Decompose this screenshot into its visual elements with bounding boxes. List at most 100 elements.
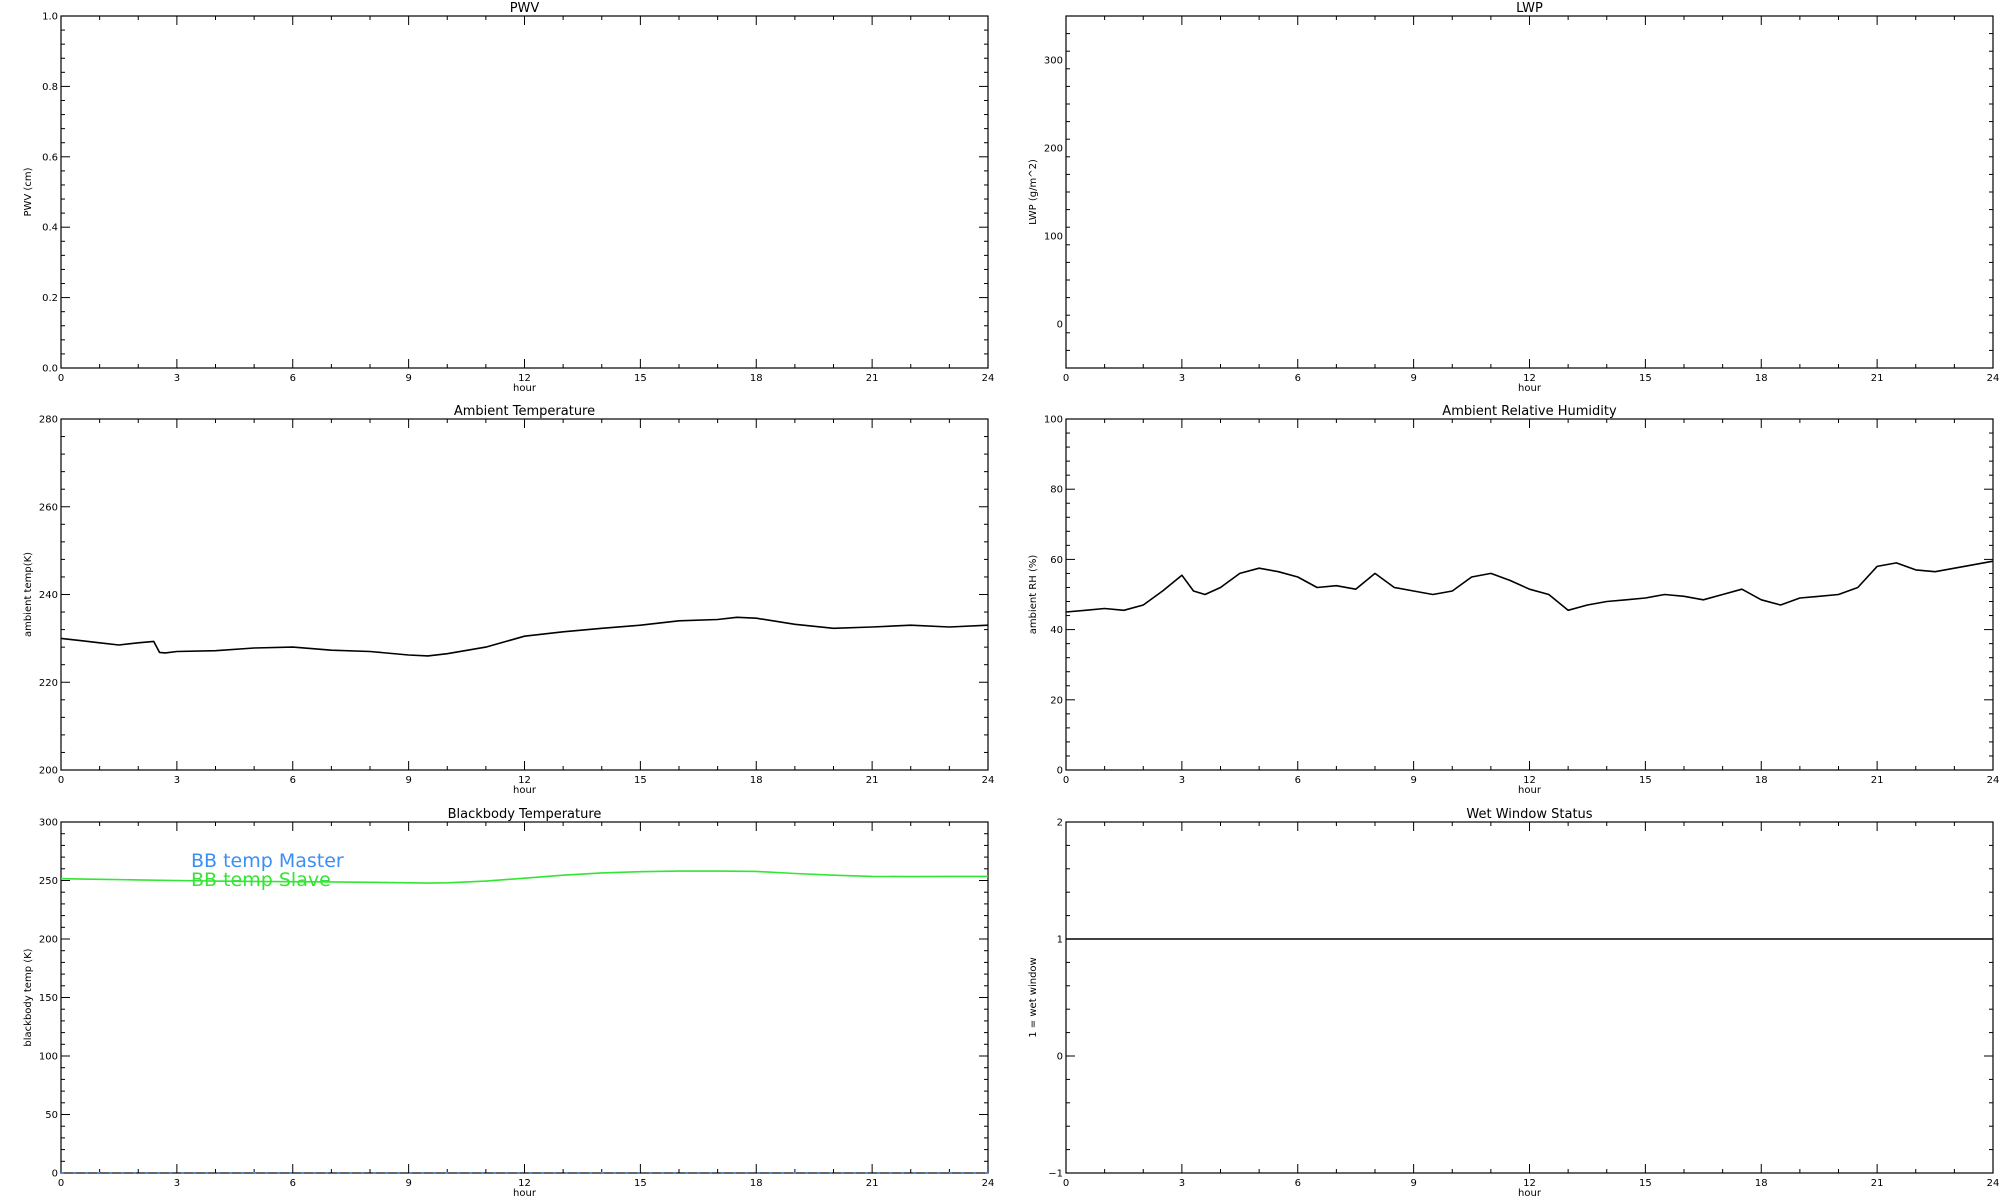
blackbody-temp-legend-entry: BB temp Slave [191, 869, 331, 891]
blackbody-temp-legend-entry: BB temp Master [191, 850, 344, 872]
blackbody-temp-x-tick-label: 0 [58, 1178, 64, 1189]
ambient-rh-x-tick-label: 21 [1871, 775, 1884, 786]
ambient-temp-x-tick-label: 6 [290, 775, 296, 786]
ambient-rh-x-tick-label: 18 [1755, 775, 1768, 786]
blackbody-temp-x-tick-label: 9 [405, 1178, 411, 1189]
ambient-temp-x-axis: 0 3 6 9 12 15 18 21 24 [58, 419, 995, 786]
pwv-x-tick-label: 18 [750, 373, 763, 384]
lwp-y-tick-label: 100 [1044, 232, 1063, 243]
lwp-x-tick-label: 12 [1523, 373, 1536, 384]
lwp-x-axis-label: hour [1518, 383, 1542, 394]
lwp-plot-frame [1065, 15, 1994, 369]
blackbody-temp-series-line-1 [60, 870, 988, 884]
ambient-rh-y-tick-label: 80 [1050, 485, 1063, 496]
ambient-rh-x-tick-label: 24 [1987, 775, 2000, 786]
ambient-temp-y-tick-label: 260 [39, 502, 58, 513]
ambient-temp-y-tick-label: 280 [39, 415, 58, 426]
lwp-x-tick-label: 9 [1410, 373, 1416, 384]
ambient-rh-x-tick-label: 15 [1639, 775, 1652, 786]
wet-window-x-tick-label: 15 [1639, 1178, 1652, 1189]
lwp-x-tick-label: 15 [1639, 373, 1652, 384]
wet-window-plot-frame [1065, 821, 1994, 1174]
pwv-y-tick-label: 0.0 [42, 364, 58, 375]
blackbody-temp-y-tick-label: 150 [39, 993, 58, 1004]
blackbody-temp-y-tick-label: 250 [39, 876, 58, 887]
pwv-y-tick-label: 0.8 [42, 82, 58, 93]
blackbody-temp-x-tick-label: 24 [982, 1178, 995, 1189]
wet-window-x-tick-label: 9 [1410, 1178, 1416, 1189]
pwv-x-tick-label: 24 [982, 373, 995, 384]
lwp-x-tick-label: 6 [1295, 373, 1301, 384]
blackbody-temp-x-tick-label: 6 [290, 1178, 296, 1189]
wet-window-y-axis: −1 0 1 2 [1048, 818, 1993, 1180]
wet-window-x-tick-label: 21 [1871, 1178, 1884, 1189]
ambient-rh-x-tick-label: 12 [1523, 775, 1536, 786]
wet-window-x-axis-label: hour [1518, 1188, 1542, 1199]
ambient-temp-x-tick-label: 12 [518, 775, 531, 786]
pwv-x-tick-label: 3 [174, 373, 180, 384]
blackbody-temp-title: Blackbody Temperature [448, 807, 602, 822]
wet-window-title: Wet Window Status [1466, 807, 1592, 822]
lwp-y-tick-label: 200 [1044, 144, 1063, 155]
ambient-rh-y-axis: 0 20 40 60 80 100 [1044, 415, 1993, 777]
pwv-panel: PWV 0 3 6 9 12 15 18 21 24 hour 0.0 0.2 0.4 0.6 0.8 1.0 P… [23, 1, 994, 394]
pwv-x-tick-label: 12 [518, 373, 531, 384]
wet-window-y-tick-label: 1 [1057, 935, 1063, 946]
pwv-y-tick-label: 0.2 [42, 293, 58, 304]
ambient-temp-x-tick-label: 0 [58, 775, 64, 786]
blackbody-temp-x-tick-label: 18 [750, 1178, 763, 1189]
ambient-temp-y-axis: 200 220 240 260 280 [39, 415, 988, 777]
pwv-y-tick-label: 1.0 [42, 12, 58, 23]
pwv-x-axis-label: hour [513, 383, 537, 394]
ambient-rh-y-tick-label: 60 [1050, 555, 1063, 566]
ambient-temp-y-tick-label: 200 [39, 766, 58, 777]
blackbody-temp-y-tick-label: 200 [39, 935, 58, 946]
ambient-temp-y-tick-label: 220 [39, 678, 58, 689]
ambient-rh-x-tick-label: 0 [1063, 775, 1069, 786]
ambient-temp-series-line-0 [60, 616, 989, 657]
wet-window-y-tick-label: 0 [1057, 1052, 1063, 1063]
blackbody-temp-x-tick-label: 21 [866, 1178, 879, 1189]
ambient-rh-y-tick-label: 0 [1057, 766, 1063, 777]
lwp-title: LWP [1516, 1, 1543, 16]
ambient-temp-x-tick-label: 24 [982, 775, 995, 786]
wet-window-x-tick-label: 3 [1179, 1178, 1185, 1189]
blackbody-temp-y-tick-label: 50 [45, 1110, 58, 1121]
ambient-rh-y-tick-label: 40 [1050, 625, 1063, 636]
wet-window-x-tick-label: 0 [1063, 1178, 1069, 1189]
lwp-x-tick-label: 24 [1987, 373, 2000, 384]
blackbody-temp-x-tick-label: 12 [518, 1178, 531, 1189]
blackbody-temp-x-axis: 0 3 6 9 12 15 18 21 24 [58, 822, 995, 1189]
blackbody-temp-x-tick-label: 3 [174, 1178, 180, 1189]
wet-window-y-tick-label: −1 [1048, 1169, 1063, 1180]
ambient-temp-x-tick-label: 18 [750, 775, 763, 786]
lwp-y-tick-label: 0 [1057, 320, 1063, 331]
ambient-temp-x-tick-label: 21 [866, 775, 879, 786]
blackbody-temp-y-tick-label: 0 [52, 1169, 58, 1180]
pwv-y-axis: 0.0 0.2 0.4 0.6 0.8 1.0 [42, 12, 988, 375]
blackbody-temp-x-axis-label: hour [513, 1188, 537, 1199]
pwv-x-tick-label: 21 [866, 373, 879, 384]
wet-window-x-axis: 0 3 6 9 12 15 18 21 24 [1063, 822, 1999, 1189]
ambient-temp-x-tick-label: 3 [174, 775, 180, 786]
blackbody-temp-y-tick-label: 300 [39, 818, 58, 829]
pwv-y-tick-label: 0.4 [42, 223, 58, 234]
lwp-y-tick-label: 300 [1044, 56, 1063, 67]
ambient-temp-panel: Ambient Temperature 0 3 6 9 12 15 18 21 24 hour 200… [23, 404, 994, 796]
ambient-rh-x-axis-label: hour [1518, 785, 1542, 796]
blackbody-temp-y-tick-label: 100 [39, 1052, 58, 1063]
ambient-rh-y-axis-label: ambient RH (%) [1028, 555, 1039, 635]
ambient-temp-y-axis-label: ambient temp(K) [23, 552, 34, 637]
ambient-rh-y-tick-label: 100 [1044, 415, 1063, 426]
pwv-x-axis: 0 3 6 9 12 15 18 21 24 [58, 16, 995, 384]
lwp-x-tick-label: 18 [1755, 373, 1768, 384]
lwp-x-axis: 0 3 6 9 12 15 18 21 24 [1063, 16, 2000, 384]
ambient-temp-x-axis-label: hour [513, 785, 537, 796]
ambient-temp-x-tick-label: 9 [405, 775, 411, 786]
ambient-rh-x-tick-label: 6 [1295, 775, 1301, 786]
lwp-x-tick-label: 3 [1179, 373, 1185, 384]
ambient-temp-plot-frame [60, 418, 989, 771]
lwp-x-tick-label: 0 [1063, 373, 1069, 384]
lwp-y-axis-label: LWP (g/m^2) [1028, 159, 1039, 225]
